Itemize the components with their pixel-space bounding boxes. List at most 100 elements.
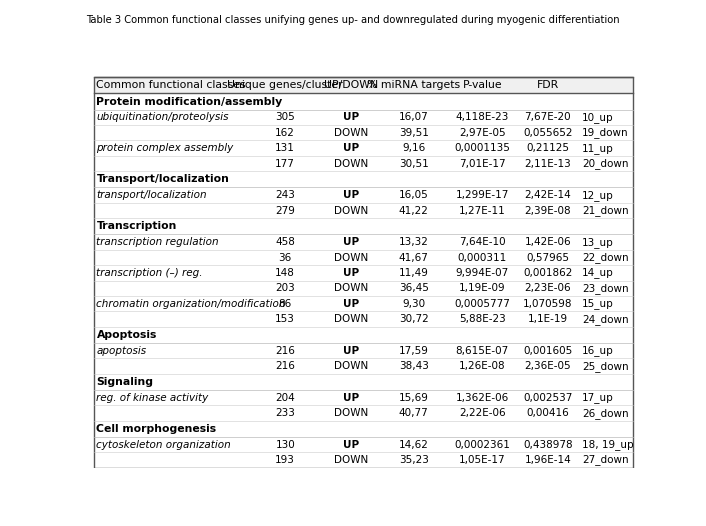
- Text: 23_down: 23_down: [582, 283, 628, 294]
- Text: 11_up: 11_up: [582, 143, 614, 154]
- FancyBboxPatch shape: [94, 374, 633, 390]
- Text: 9,30: 9,30: [402, 299, 426, 309]
- Text: 2,22E-06: 2,22E-06: [459, 408, 505, 418]
- Text: 2,36E-05: 2,36E-05: [525, 361, 571, 371]
- Text: 1,299E-17: 1,299E-17: [455, 190, 509, 200]
- Text: 12_up: 12_up: [582, 190, 614, 200]
- Text: 4,118E-23: 4,118E-23: [455, 113, 509, 123]
- Text: 17,59: 17,59: [399, 346, 429, 356]
- Text: 216: 216: [275, 361, 295, 371]
- Text: 18, 19_up: 18, 19_up: [582, 439, 633, 450]
- Text: transcription regulation: transcription regulation: [97, 237, 219, 247]
- FancyBboxPatch shape: [94, 327, 633, 343]
- Text: 2,42E-14: 2,42E-14: [525, 190, 571, 200]
- Text: Unique genes/cluster: Unique genes/cluster: [227, 80, 343, 90]
- Text: 10_up: 10_up: [582, 112, 614, 123]
- Text: Transcription: Transcription: [97, 221, 176, 231]
- Text: DOWN: DOWN: [334, 361, 368, 371]
- Text: UP: UP: [343, 113, 359, 123]
- Text: 177: 177: [275, 158, 295, 168]
- Text: 39,51: 39,51: [399, 128, 429, 138]
- Text: chromatin organization/modification: chromatin organization/modification: [97, 299, 286, 309]
- Text: 5,88E-23: 5,88E-23: [459, 314, 505, 324]
- FancyBboxPatch shape: [94, 140, 633, 156]
- FancyBboxPatch shape: [94, 203, 633, 218]
- Text: Common functional classes: Common functional classes: [97, 80, 246, 90]
- Text: 0,000311: 0,000311: [457, 252, 507, 262]
- Text: Apoptosis: Apoptosis: [97, 330, 157, 340]
- Text: 2,97E-05: 2,97E-05: [459, 128, 505, 138]
- Text: 1,19E-09: 1,19E-09: [459, 284, 505, 294]
- Text: 35,23: 35,23: [399, 455, 429, 465]
- Text: 41,22: 41,22: [399, 206, 429, 216]
- Text: 0,001862: 0,001862: [523, 268, 573, 278]
- Text: P-value: P-value: [462, 80, 502, 90]
- Text: 41,67: 41,67: [399, 252, 429, 262]
- Text: 7,67E-20: 7,67E-20: [525, 113, 571, 123]
- Text: 0,001605: 0,001605: [523, 346, 573, 356]
- Text: 13_up: 13_up: [582, 237, 614, 248]
- Text: 13,32: 13,32: [399, 237, 429, 247]
- Text: transport/localization: transport/localization: [97, 190, 207, 200]
- FancyBboxPatch shape: [94, 437, 633, 452]
- Text: UP/DOWN: UP/DOWN: [324, 80, 378, 90]
- Text: UP: UP: [343, 143, 359, 153]
- Text: 24_down: 24_down: [582, 313, 628, 325]
- Text: 36,45: 36,45: [399, 284, 429, 294]
- FancyBboxPatch shape: [94, 358, 633, 374]
- Text: Protein modification/assembly: Protein modification/assembly: [97, 97, 282, 107]
- Text: DOWN: DOWN: [334, 455, 368, 465]
- Text: 0,57965: 0,57965: [527, 252, 569, 262]
- Text: cytoskeleton organization: cytoskeleton organization: [97, 440, 231, 450]
- Text: 131: 131: [275, 143, 295, 153]
- Text: 14,62: 14,62: [399, 440, 429, 450]
- FancyBboxPatch shape: [94, 77, 633, 94]
- FancyBboxPatch shape: [94, 250, 633, 265]
- Text: 15,69: 15,69: [399, 393, 429, 403]
- FancyBboxPatch shape: [94, 94, 633, 110]
- Text: 1,362E-06: 1,362E-06: [455, 393, 509, 403]
- FancyBboxPatch shape: [94, 156, 633, 171]
- Text: 22_down: 22_down: [582, 252, 628, 263]
- FancyBboxPatch shape: [94, 187, 633, 203]
- Text: apoptosis: apoptosis: [97, 346, 147, 356]
- Text: 130: 130: [275, 440, 295, 450]
- Text: UP: UP: [343, 346, 359, 356]
- Text: reg. of kinase activity: reg. of kinase activity: [97, 393, 209, 403]
- Text: 20_down: 20_down: [582, 158, 628, 169]
- Text: FDR: FDR: [537, 80, 559, 90]
- Text: 0,00416: 0,00416: [527, 408, 569, 418]
- Text: UP: UP: [343, 237, 359, 247]
- Text: 148: 148: [275, 268, 295, 278]
- FancyBboxPatch shape: [94, 296, 633, 311]
- Text: 25_down: 25_down: [582, 361, 628, 371]
- Text: 14_up: 14_up: [582, 267, 614, 278]
- Text: 458: 458: [275, 237, 295, 247]
- Text: DOWN: DOWN: [334, 314, 368, 324]
- Text: 16,07: 16,07: [399, 113, 429, 123]
- Text: 15_up: 15_up: [582, 298, 614, 309]
- Text: UP: UP: [343, 299, 359, 309]
- Text: 0,055652: 0,055652: [523, 128, 573, 138]
- Text: 1,05E-17: 1,05E-17: [459, 455, 505, 465]
- Text: 16_up: 16_up: [582, 345, 614, 356]
- Text: 40,77: 40,77: [399, 408, 429, 418]
- Text: 9,994E-07: 9,994E-07: [455, 268, 509, 278]
- Text: 233: 233: [275, 408, 295, 418]
- Text: 30,72: 30,72: [399, 314, 429, 324]
- Text: DOWN: DOWN: [334, 408, 368, 418]
- Text: 19_down: 19_down: [582, 127, 628, 138]
- FancyBboxPatch shape: [94, 390, 633, 406]
- Text: 36: 36: [279, 252, 292, 262]
- FancyBboxPatch shape: [94, 421, 633, 437]
- FancyBboxPatch shape: [94, 218, 633, 235]
- Text: 305: 305: [275, 113, 295, 123]
- Text: 38,43: 38,43: [399, 361, 429, 371]
- Text: DOWN: DOWN: [334, 158, 368, 168]
- Text: 153: 153: [275, 314, 295, 324]
- Text: 86: 86: [279, 299, 292, 309]
- Text: 243: 243: [275, 190, 295, 200]
- Text: 1,26E-08: 1,26E-08: [459, 361, 505, 371]
- Text: 0,438978: 0,438978: [523, 440, 573, 450]
- Text: UP: UP: [343, 440, 359, 450]
